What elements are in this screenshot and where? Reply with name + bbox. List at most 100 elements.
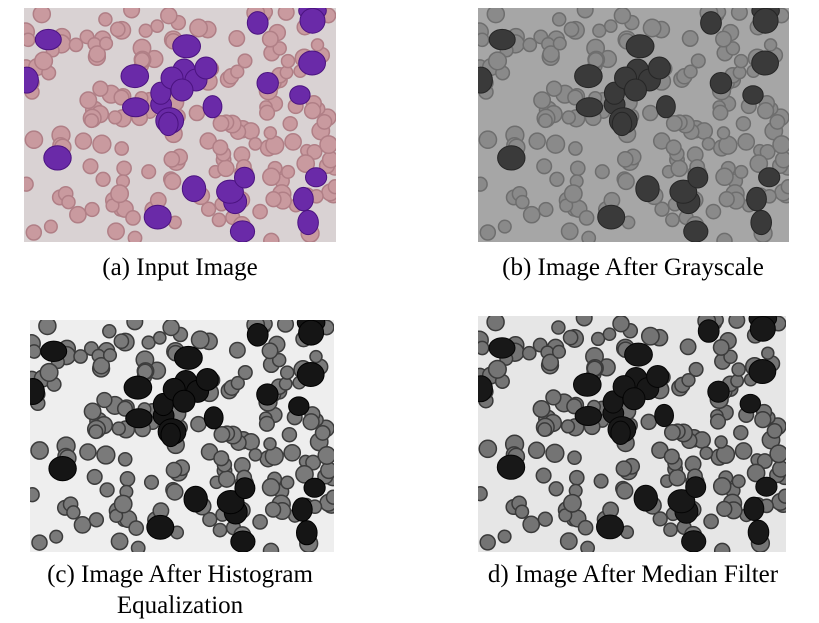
white-cell — [126, 409, 152, 428]
white-cell — [304, 478, 325, 497]
red-cell — [478, 177, 487, 191]
white-cell — [575, 65, 603, 88]
red-cell — [523, 38, 536, 51]
red-cell — [192, 331, 209, 348]
white-cell — [290, 86, 310, 105]
red-cell — [594, 474, 608, 488]
red-cell — [238, 54, 252, 68]
red-cell — [715, 436, 727, 448]
red-cell — [553, 13, 566, 26]
white-cell — [688, 167, 708, 188]
red-cell — [666, 140, 681, 155]
red-cell — [489, 52, 507, 70]
red-cell — [523, 516, 539, 532]
red-cell — [667, 116, 682, 131]
red-cell — [732, 8, 748, 20]
red-cell — [538, 423, 551, 436]
red-cell — [736, 117, 750, 131]
red-cell — [317, 115, 331, 129]
red-cell — [579, 521, 593, 535]
white-cell — [124, 376, 152, 399]
red-cell — [139, 24, 152, 37]
red-cell — [213, 140, 228, 155]
red-cell — [779, 489, 787, 503]
red-cell — [253, 515, 267, 529]
red-cell — [689, 363, 703, 377]
red-cell — [67, 506, 80, 519]
red-cell — [716, 168, 733, 185]
red-cell — [35, 52, 53, 70]
red-cell — [80, 92, 96, 108]
red-cell — [229, 31, 244, 46]
red-cell — [773, 136, 789, 153]
white-cell — [299, 320, 324, 345]
red-cell — [734, 426, 748, 440]
red-cell — [39, 320, 56, 335]
white-cell — [597, 515, 624, 539]
white-cell — [698, 320, 719, 343]
red-cell — [592, 333, 605, 346]
red-cell — [84, 403, 100, 419]
red-cell — [553, 346, 566, 359]
white-cell — [498, 146, 525, 170]
red-cell — [516, 196, 529, 209]
red-cell — [99, 13, 112, 26]
red-cell — [249, 138, 261, 150]
red-cell — [776, 152, 789, 168]
red-cell — [479, 440, 496, 457]
white-cell — [576, 98, 602, 117]
red-cell — [770, 115, 784, 129]
red-cell — [264, 127, 276, 139]
red-cell — [729, 316, 745, 328]
white-cell — [297, 521, 318, 545]
red-cell — [278, 8, 294, 20]
red-cell — [546, 444, 564, 462]
white-cell — [298, 210, 319, 234]
white-cell — [636, 176, 659, 202]
white-cell — [497, 455, 524, 479]
red-cell — [253, 205, 267, 219]
red-cell — [127, 320, 143, 330]
red-cell — [282, 166, 295, 179]
white-cell — [247, 12, 268, 35]
red-cell — [614, 8, 630, 24]
red-cell — [90, 513, 104, 527]
red-cell — [714, 478, 731, 495]
red-cell — [732, 363, 745, 376]
red-cell — [683, 31, 698, 46]
red-cell — [539, 114, 552, 127]
white-cell — [175, 346, 203, 369]
white-cell — [203, 96, 222, 118]
white-cell — [257, 384, 278, 405]
red-cell — [478, 33, 489, 46]
red-cell — [214, 427, 229, 442]
red-cell — [564, 495, 581, 512]
red-cell — [605, 20, 617, 32]
equalized-image — [30, 320, 334, 552]
red-cell — [665, 449, 680, 464]
red-cell — [781, 180, 789, 194]
red-cell — [164, 152, 179, 167]
red-cell — [191, 417, 206, 432]
white-cell — [159, 112, 178, 135]
red-cell — [283, 117, 297, 131]
white-cell — [752, 51, 779, 75]
red-cell — [478, 341, 489, 354]
red-cell — [24, 33, 35, 46]
red-cell — [593, 24, 606, 37]
white-cell — [575, 407, 601, 426]
white-cell — [230, 221, 254, 242]
red-cell — [108, 223, 124, 239]
red-cell — [285, 134, 301, 150]
red-cell — [498, 530, 511, 543]
figure-page: (a) Input Image (b) Image After Grayscal… — [0, 0, 819, 623]
white-cell — [625, 343, 653, 366]
white-cell — [749, 360, 776, 384]
red-cell — [706, 205, 720, 219]
red-cell — [533, 401, 549, 417]
red-cell — [546, 390, 561, 405]
red-cell — [318, 447, 334, 464]
white-cell — [289, 397, 309, 416]
white-cell — [171, 79, 193, 101]
red-cell — [524, 207, 540, 223]
